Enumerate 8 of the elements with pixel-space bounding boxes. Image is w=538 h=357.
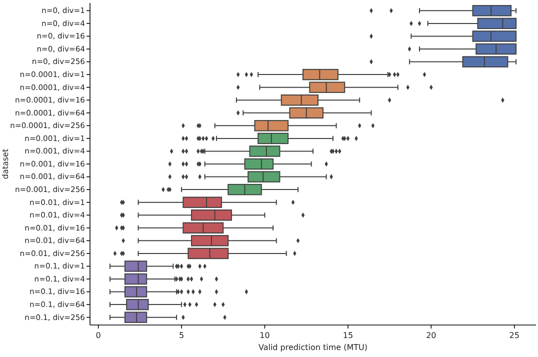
x-tick-label: 15 [342, 331, 354, 340]
x-tick-label: 10 [260, 331, 270, 340]
x-tick-label: 20 [426, 331, 436, 340]
x-tick-label: 25 [509, 331, 520, 340]
x-tick-label: 5 [178, 331, 184, 340]
x-axis-title: Valid prediction time (MTU) [258, 343, 368, 352]
y-axis-title: dataset [1, 148, 10, 180]
x-tick-label: 0 [96, 331, 101, 340]
